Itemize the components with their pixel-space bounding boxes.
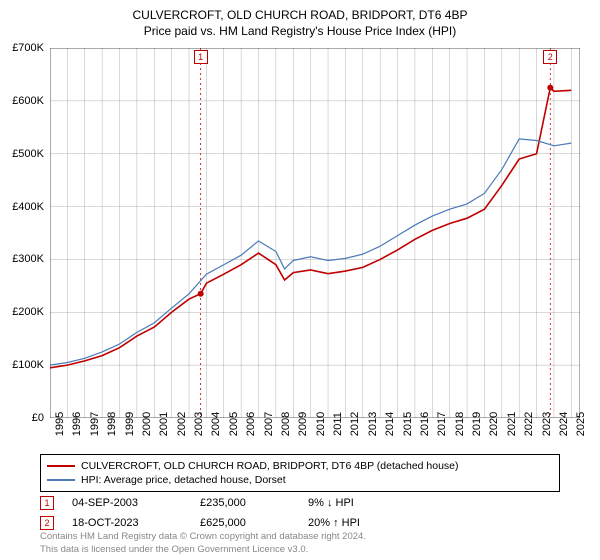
x-axis-tick-label: 1997	[89, 412, 101, 436]
y-axis-tick-label: £400K	[0, 201, 44, 213]
legend-item: HPI: Average price, detached house, Dors…	[47, 473, 553, 487]
event-marker-2: 2	[543, 50, 557, 64]
x-axis-tick-label: 2012	[349, 412, 361, 436]
event-marker-icon: 2	[40, 516, 54, 530]
x-axis-tick-label: 2016	[419, 412, 431, 436]
x-axis-tick-label: 2011	[332, 412, 344, 436]
legend-item: CULVERCROFT, OLD CHURCH ROAD, BRIDPORT, …	[47, 459, 553, 473]
x-axis-tick-label: 2021	[506, 412, 518, 436]
footer-attribution: Contains HM Land Registry data © Crown c…	[40, 531, 366, 556]
legend-label: HPI: Average price, detached house, Dors…	[81, 474, 286, 486]
x-axis-tick-label: 2000	[141, 412, 153, 436]
x-axis-tick-label: 2004	[210, 412, 222, 436]
event-pct: 20% ↑ HPI	[308, 517, 360, 529]
chart-plot-area: £0£100K£200K£300K£400K£500K£600K£700K 19…	[50, 48, 580, 418]
x-axis-tick-label: 2007	[263, 412, 275, 436]
y-axis-tick-label: £700K	[0, 42, 44, 54]
legend-swatch	[47, 465, 75, 467]
x-axis-tick-label: 2001	[158, 412, 170, 436]
y-axis-tick-label: £300K	[0, 253, 44, 265]
x-axis-tick-label: 2025	[575, 412, 587, 436]
y-axis-tick-label: £600K	[0, 95, 44, 107]
legend: CULVERCROFT, OLD CHURCH ROAD, BRIDPORT, …	[40, 454, 560, 492]
x-axis-tick-label: 1996	[71, 412, 83, 436]
x-axis-tick-label: 2003	[193, 412, 205, 436]
x-axis-tick-label: 2018	[454, 412, 466, 436]
chart-subtitle: Price paid vs. HM Land Registry's House …	[0, 22, 600, 42]
x-axis-tick-label: 2010	[315, 412, 327, 436]
x-axis-tick-label: 1999	[124, 412, 136, 436]
footer-line1: Contains HM Land Registry data © Crown c…	[40, 531, 366, 543]
legend-swatch	[47, 479, 75, 480]
y-axis-tick-label: £0	[0, 412, 44, 424]
chart-title: CULVERCROFT, OLD CHURCH ROAD, BRIDPORT, …	[0, 0, 600, 22]
event-marker-icon: 1	[40, 496, 54, 510]
event-price: £235,000	[200, 497, 290, 509]
x-axis-tick-label: 2002	[176, 412, 188, 436]
x-axis-tick-label: 2009	[297, 412, 309, 436]
x-axis-tick-label: 2024	[558, 412, 570, 436]
x-axis-tick-label: 2019	[471, 412, 483, 436]
chart-container: CULVERCROFT, OLD CHURCH ROAD, BRIDPORT, …	[0, 0, 600, 560]
x-axis-tick-label: 2006	[245, 412, 257, 436]
x-axis-tick-label: 2008	[280, 412, 292, 436]
y-axis-tick-label: £500K	[0, 148, 44, 160]
event-row-1: 1 04-SEP-2003 £235,000 9% ↓ HPI	[40, 496, 354, 510]
y-axis-tick-label: £200K	[0, 306, 44, 318]
x-axis-tick-label: 2017	[436, 412, 448, 436]
x-axis-tick-label: 2014	[384, 412, 396, 436]
event-pct: 9% ↓ HPI	[308, 497, 354, 509]
event-marker-1: 1	[194, 50, 208, 64]
event-date: 18-OCT-2023	[72, 517, 182, 529]
footer-line2: This data is licensed under the Open Gov…	[40, 544, 366, 556]
x-axis-tick-label: 2013	[367, 412, 379, 436]
event-price: £625,000	[200, 517, 290, 529]
event-date: 04-SEP-2003	[72, 497, 182, 509]
x-axis-tick-label: 2005	[228, 412, 240, 436]
event-row-2: 2 18-OCT-2023 £625,000 20% ↑ HPI	[40, 516, 360, 530]
x-axis-tick-label: 2022	[523, 412, 535, 436]
x-axis-tick-label: 1998	[106, 412, 118, 436]
x-axis-tick-label: 2015	[402, 412, 414, 436]
legend-label: CULVERCROFT, OLD CHURCH ROAD, BRIDPORT, …	[81, 460, 459, 472]
x-axis-tick-label: 1995	[54, 412, 66, 436]
x-axis-tick-label: 2023	[541, 412, 553, 436]
chart-svg	[50, 48, 580, 418]
y-axis-tick-label: £100K	[0, 359, 44, 371]
x-axis-tick-label: 2020	[488, 412, 500, 436]
